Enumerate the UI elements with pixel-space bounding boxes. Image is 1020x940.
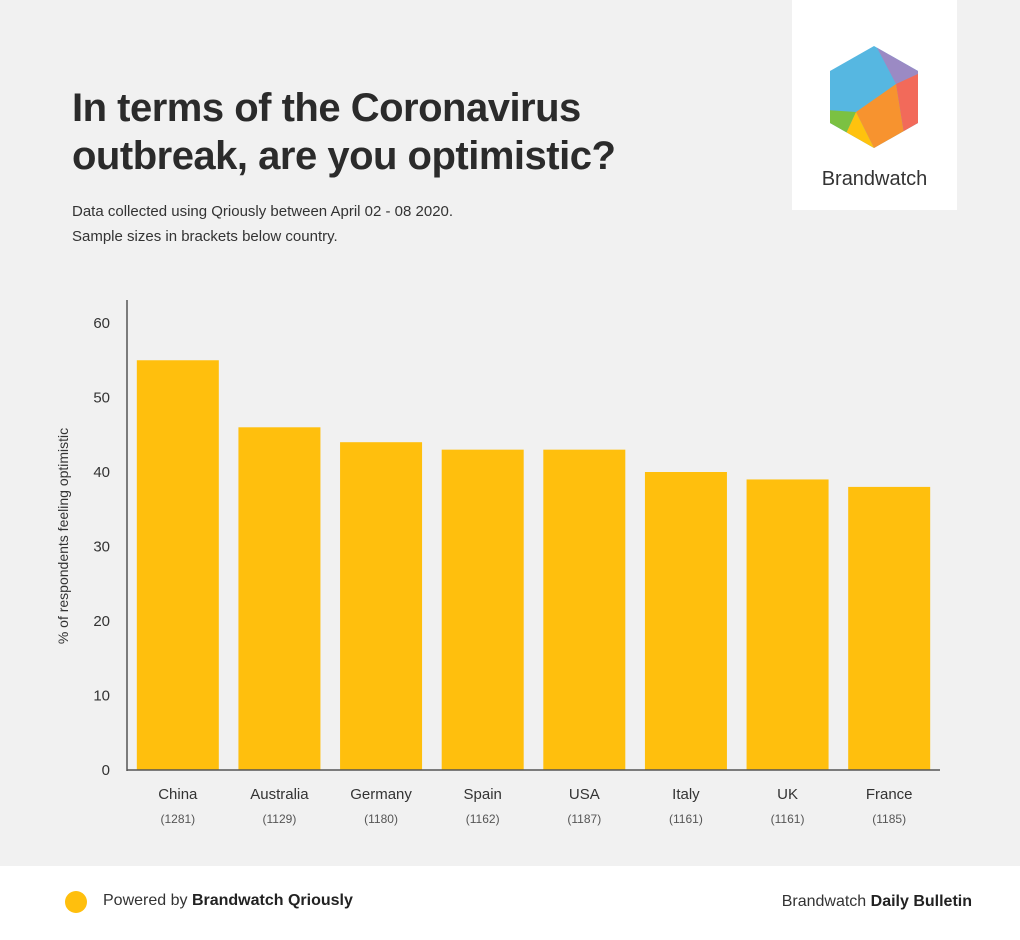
subtitle-line-1: Data collected using Qriously between Ap… (72, 203, 454, 220)
bar-germany (340, 442, 423, 770)
sample-size-label: (1180) (364, 812, 398, 826)
footer-powered-prefix: Powered by (103, 892, 188, 909)
sample-size-label: (1129) (263, 812, 297, 826)
x-tick-label: UK (777, 786, 798, 803)
bar-china (136, 360, 219, 770)
x-tick-label: China (158, 786, 198, 803)
bar-spain (441, 449, 524, 770)
sample-size-label: (1185) (872, 812, 906, 826)
footer: Powered by Brandwatch Qriously Brandwatc… (0, 866, 1020, 940)
y-axis-label: % of respondents feeling optimistic (55, 428, 71, 644)
hexagon-logo-icon (830, 46, 918, 148)
y-tick-label: 0 (102, 762, 110, 779)
bar-uk (746, 479, 829, 770)
bar-france (848, 486, 931, 770)
page-title: In terms of the Coronavirus outbreak, ar… (72, 86, 616, 178)
footer-dot-icon (65, 891, 87, 913)
footer-powered-brand: Brandwatch Qriously (191, 892, 353, 909)
brand-name: Brandwatch (821, 168, 928, 190)
y-tick-label: 40 (93, 464, 110, 481)
x-tick-label: Germany (350, 786, 412, 803)
bar-italy (644, 472, 727, 770)
x-tick-label: USA (569, 786, 600, 803)
sample-size-label: (1161) (771, 812, 805, 826)
x-tick-label: Italy (672, 786, 700, 803)
bar-chart: % of respondents feeling optimistic 0 10 2… (55, 300, 940, 826)
footer-bulletin-prefix: Brandwatch (781, 893, 867, 910)
y-tick-label: 50 (93, 390, 110, 407)
x-tick-label: France (866, 786, 913, 803)
x-tick-label: Australia (250, 786, 309, 803)
subtitle-line-2: Sample sizes in brackets below country. (72, 228, 338, 245)
bar-australia (238, 427, 321, 770)
sample-size-label: (1281) (160, 812, 195, 826)
sample-size-label: (1162) (466, 812, 500, 826)
y-tick-label: 20 (93, 613, 110, 630)
x-tick-label: Spain (464, 786, 502, 803)
bar-usa (543, 449, 626, 770)
sample-size-label: (1187) (567, 812, 601, 826)
y-tick-label: 60 (93, 315, 110, 332)
footer-powered-by: Powered by Brandwatch Qriously (103, 892, 353, 910)
footer-bulletin: Brandwatch Daily Bulletin (782, 893, 972, 911)
footer-bulletin-title: Daily Bulletin (870, 893, 972, 910)
y-tick-label: 10 (93, 688, 110, 705)
brand-logo-card: Brandwatch (792, 0, 957, 210)
y-tick-label: 30 (93, 539, 110, 556)
subtitle: Data collected using Qriously between Ap… (72, 199, 712, 249)
sample-size-label: (1161) (669, 812, 703, 826)
